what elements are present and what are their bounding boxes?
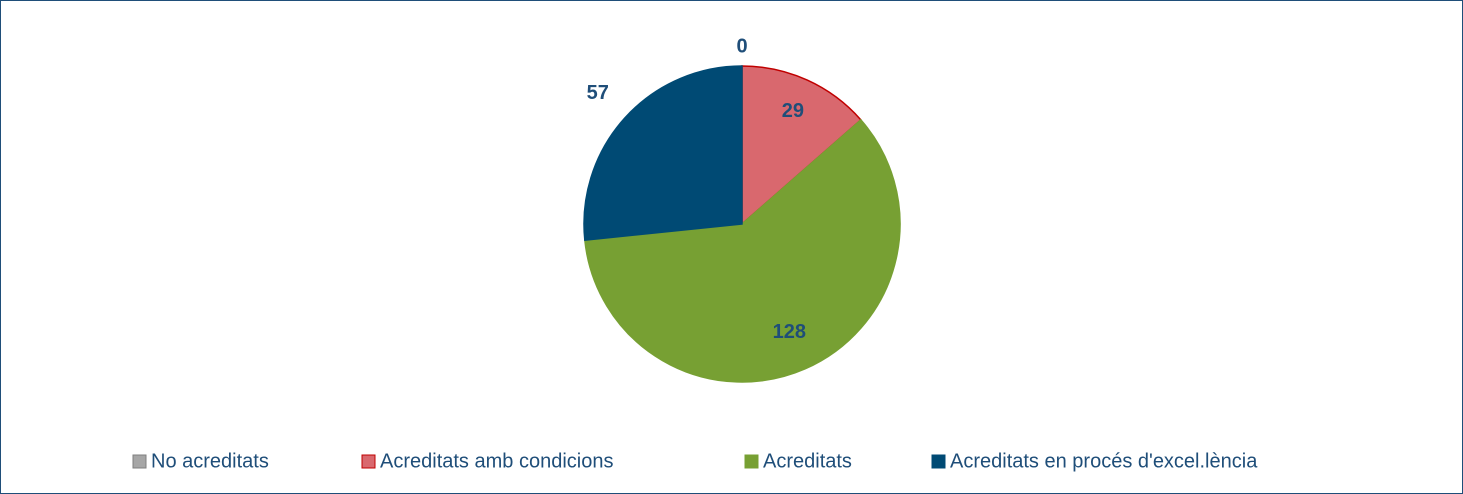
data-label: 0 xyxy=(736,35,747,57)
legend-label: Acreditats amb condicions xyxy=(380,450,613,472)
pie-slice xyxy=(583,65,743,242)
legend-label: Acreditats en procés d'excel.lència xyxy=(950,450,1258,472)
legend-label: Acreditats xyxy=(763,450,852,472)
legend-label: No acreditats xyxy=(151,450,269,472)
legend-swatch xyxy=(361,454,376,469)
data-label: 128 xyxy=(773,321,806,343)
legend-swatch xyxy=(931,454,946,469)
pie-slice xyxy=(741,65,862,226)
data-label: 29 xyxy=(782,100,804,122)
data-label: 57 xyxy=(587,82,609,104)
legend-swatch xyxy=(132,454,147,469)
pie-slice xyxy=(584,118,901,383)
legend-swatch xyxy=(744,454,759,469)
